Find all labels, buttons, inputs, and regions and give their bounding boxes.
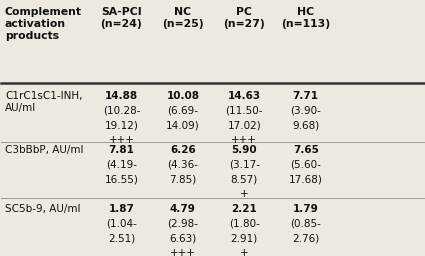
Text: 5.90: 5.90 bbox=[232, 145, 257, 155]
Text: 14.09): 14.09) bbox=[166, 120, 200, 130]
Text: NC
(n=25): NC (n=25) bbox=[162, 7, 204, 29]
Text: +: + bbox=[240, 248, 249, 256]
Text: 4.79: 4.79 bbox=[170, 204, 196, 214]
Text: 7.71: 7.71 bbox=[293, 91, 319, 101]
Text: 2.21: 2.21 bbox=[231, 204, 257, 214]
Text: 2.91): 2.91) bbox=[231, 233, 258, 243]
Text: (1.80-: (1.80- bbox=[229, 219, 260, 229]
Text: C1rC1sC1-INH,
AU/ml: C1rC1sC1-INH, AU/ml bbox=[5, 91, 82, 113]
Text: Complement
activation
products: Complement activation products bbox=[5, 7, 82, 41]
Text: 17.02): 17.02) bbox=[227, 120, 261, 130]
Text: 6.63): 6.63) bbox=[169, 233, 196, 243]
Text: (5.60-: (5.60- bbox=[290, 160, 321, 170]
Text: 14.88: 14.88 bbox=[105, 91, 138, 101]
Text: +: + bbox=[240, 189, 249, 199]
Text: +++: +++ bbox=[108, 135, 134, 145]
Text: +++: +++ bbox=[170, 248, 196, 256]
Text: 17.68): 17.68) bbox=[289, 175, 323, 185]
Text: 7.85): 7.85) bbox=[169, 175, 196, 185]
Text: 19.12): 19.12) bbox=[105, 120, 139, 130]
Text: SC5b-9, AU/ml: SC5b-9, AU/ml bbox=[5, 204, 80, 214]
Text: 16.55): 16.55) bbox=[105, 175, 139, 185]
Text: (0.85-: (0.85- bbox=[290, 219, 321, 229]
Text: (4.36-: (4.36- bbox=[167, 160, 198, 170]
Text: 8.57): 8.57) bbox=[231, 175, 258, 185]
Text: 2.51): 2.51) bbox=[108, 233, 135, 243]
Text: (2.98-: (2.98- bbox=[167, 219, 198, 229]
Text: 1.87: 1.87 bbox=[108, 204, 134, 214]
Text: 1.79: 1.79 bbox=[293, 204, 319, 214]
Text: (1.04-: (1.04- bbox=[106, 219, 137, 229]
Text: (11.50-: (11.50- bbox=[226, 106, 263, 116]
Text: (10.28-: (10.28- bbox=[103, 106, 140, 116]
Text: 10.08: 10.08 bbox=[166, 91, 199, 101]
Text: (3.90-: (3.90- bbox=[290, 106, 321, 116]
Text: 2.76): 2.76) bbox=[292, 233, 319, 243]
Text: 6.26: 6.26 bbox=[170, 145, 196, 155]
Text: SA-PCI
(n=24): SA-PCI (n=24) bbox=[101, 7, 142, 29]
Text: PC
(n=27): PC (n=27) bbox=[224, 7, 265, 29]
Text: +++: +++ bbox=[231, 135, 257, 145]
Text: C3bBbP, AU/ml: C3bBbP, AU/ml bbox=[5, 145, 83, 155]
Text: (6.69-: (6.69- bbox=[167, 106, 198, 116]
Text: 7.65: 7.65 bbox=[293, 145, 319, 155]
Text: 7.81: 7.81 bbox=[108, 145, 134, 155]
Text: (4.19-: (4.19- bbox=[106, 160, 137, 170]
Text: 9.68): 9.68) bbox=[292, 120, 319, 130]
Text: 14.63: 14.63 bbox=[228, 91, 261, 101]
Text: HC
(n=113): HC (n=113) bbox=[281, 7, 330, 29]
Text: (3.17-: (3.17- bbox=[229, 160, 260, 170]
